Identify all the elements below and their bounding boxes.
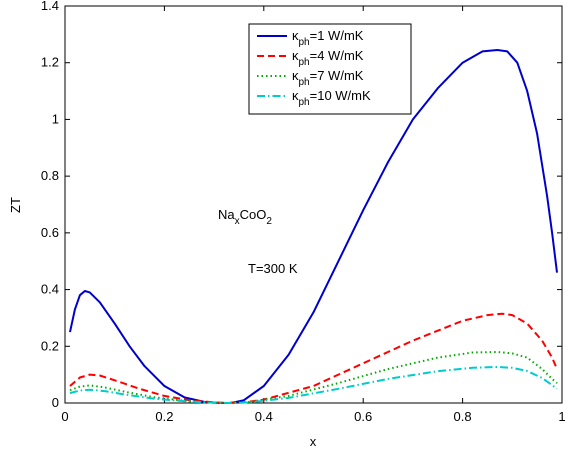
legend-value: =1 W/mK bbox=[310, 28, 364, 43]
temperature-annotation: T=300 K bbox=[248, 261, 298, 276]
y-tick-label: 1 bbox=[52, 111, 59, 126]
legend-subscript: ph bbox=[299, 37, 310, 48]
x-tick-label: 0 bbox=[61, 409, 68, 424]
y-axis-label: ZT bbox=[8, 197, 23, 213]
series-line-3 bbox=[69, 351, 558, 404]
x-tick-label: 0.6 bbox=[354, 409, 372, 424]
y-tick-label: 0.6 bbox=[41, 225, 59, 240]
y-tick-label: 1.2 bbox=[41, 55, 59, 70]
legend-symbol: κ bbox=[292, 68, 299, 83]
y-tick-label: 0.4 bbox=[41, 282, 59, 297]
legend-label-2: κph=4 W/mK bbox=[292, 48, 364, 68]
legend-label-3: κph=7 W/mK bbox=[292, 68, 364, 88]
y-tick-label: 1.4 bbox=[41, 0, 59, 13]
x-tick-label: 0.8 bbox=[454, 409, 472, 424]
x-tick-label: 0.4 bbox=[255, 409, 273, 424]
legend-symbol: κ bbox=[292, 48, 299, 63]
x-axis-label: x bbox=[310, 434, 317, 449]
series-line-4 bbox=[69, 366, 558, 404]
axis-ticks: 0 0.2 0.4 0.6 0.8 1 0 0.2 0.4 0.6 0.8 1 1.2 1.4 bbox=[41, 0, 566, 424]
legend-subscript: ph bbox=[299, 97, 310, 108]
legend-value: =10 W/mK bbox=[310, 88, 371, 103]
legend-symbol: κ bbox=[292, 88, 299, 103]
legend-label-4: κph=10 W/mK bbox=[292, 88, 371, 108]
compound-base: Na bbox=[218, 207, 235, 222]
series-line-1 bbox=[69, 49, 558, 404]
legend-subscript: ph bbox=[299, 57, 310, 68]
compound-sub2: 2 bbox=[266, 216, 272, 227]
x-tick-label: 1 bbox=[558, 409, 565, 424]
compound-annotation: NaxCoO2 bbox=[218, 207, 272, 227]
y-tick-label: 0.8 bbox=[41, 168, 59, 183]
legend-subscript: ph bbox=[299, 77, 310, 88]
legend-symbol: κ bbox=[292, 28, 299, 43]
x-tick-label: 0.2 bbox=[155, 409, 173, 424]
y-tick-label: 0 bbox=[52, 395, 59, 410]
legend-value: =7 W/mK bbox=[310, 68, 364, 83]
compound-sub1: x bbox=[235, 216, 240, 227]
series-lines bbox=[69, 49, 558, 404]
legend-box bbox=[248, 23, 412, 115]
legend-value: =4 W/mK bbox=[310, 48, 364, 63]
series-line-2 bbox=[69, 312, 558, 404]
compound-mid: CoO bbox=[240, 207, 267, 222]
legend-label-1: κph=1 W/mK bbox=[292, 28, 364, 48]
y-tick-label: 0.2 bbox=[41, 338, 59, 353]
